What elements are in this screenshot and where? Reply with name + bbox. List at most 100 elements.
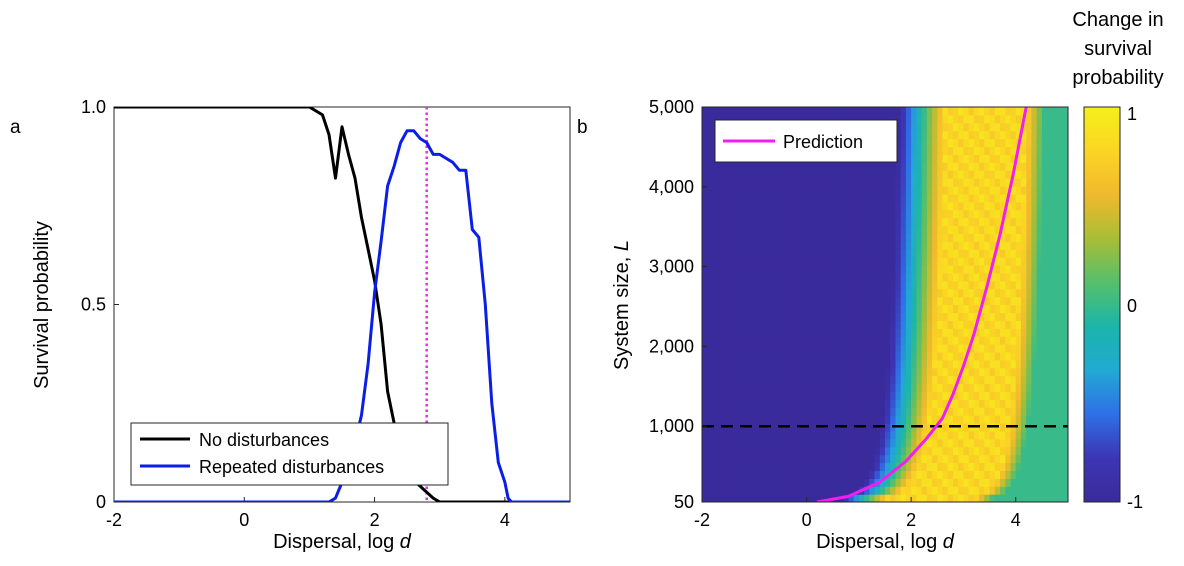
heatmap-cell — [973, 257, 980, 266]
heatmap-cell — [785, 462, 792, 471]
heatmap-cell — [1005, 351, 1012, 361]
heatmap-cell — [1005, 257, 1012, 266]
heatmap-cell — [926, 312, 933, 321]
heatmap-cell — [801, 241, 808, 250]
heatmap-cell — [728, 272, 734, 282]
heatmap-cell — [989, 462, 996, 471]
heatmap-cell — [733, 446, 740, 456]
heatmap-cell — [874, 209, 881, 219]
heatmap-cell — [822, 162, 829, 171]
heatmap-cell — [728, 304, 734, 313]
heatmap-cell — [984, 233, 991, 242]
heatmap-cell — [911, 359, 917, 369]
heatmap-cell — [968, 304, 975, 313]
heatmap-cell — [728, 186, 734, 195]
heatmap-cell — [921, 280, 928, 290]
heatmap-cell — [932, 430, 938, 440]
heatmap-cell — [738, 178, 745, 187]
heatmap-cell — [932, 162, 938, 171]
heatmap-cell — [932, 462, 938, 471]
heatmap-cell — [749, 454, 755, 464]
heatmap-cell — [707, 162, 713, 171]
heatmap-cell — [780, 312, 787, 321]
heatmap-cell — [1036, 344, 1043, 353]
heatmap-cell — [979, 241, 985, 250]
heatmap-cell — [947, 478, 954, 487]
heatmap-cell — [1020, 170, 1027, 179]
heatmap-cell — [848, 217, 855, 227]
heatmap-cell — [953, 312, 959, 321]
heatmap-cell — [1020, 209, 1027, 219]
heatmap-cell — [1062, 351, 1068, 361]
heatmap-cell — [911, 241, 917, 250]
heatmap-cell — [1010, 320, 1017, 329]
panel-b-y-axis-title: System size, L — [611, 240, 633, 370]
heatmap-cell — [958, 415, 964, 424]
heatmap-cell — [738, 407, 745, 416]
heatmap-cell — [811, 462, 818, 471]
heatmap-cell — [979, 233, 985, 242]
heatmap-cell — [775, 454, 781, 464]
heatmap-cell — [916, 312, 923, 321]
heatmap-cell — [1020, 107, 1027, 116]
heatmap-cell — [994, 446, 1001, 456]
heatmap-cell — [811, 399, 818, 408]
heatmap-cell — [1062, 391, 1068, 400]
heatmap-cell — [743, 107, 750, 116]
heatmap-cell — [874, 391, 881, 400]
heatmap-cell — [843, 399, 849, 408]
heatmap-cell — [817, 312, 823, 321]
heatmap-cell — [796, 336, 802, 345]
heatmap-cell — [1057, 494, 1064, 502]
heatmap-cell — [1031, 359, 1038, 369]
heatmap-cell — [1026, 233, 1032, 242]
heatmap-cell — [895, 399, 902, 408]
heatmap-cell — [837, 359, 844, 369]
heatmap-cell — [916, 359, 923, 369]
heatmap-cell — [1036, 407, 1043, 416]
heatmap-cell — [973, 178, 980, 187]
heatmap-cell — [864, 186, 870, 195]
heatmap-cell — [1015, 320, 1022, 329]
heatmap-cell — [989, 154, 996, 163]
heatmap-cell — [921, 162, 928, 171]
heatmap-cell — [1036, 170, 1043, 179]
heatmap-cell — [921, 383, 928, 392]
heatmap-cell — [879, 367, 886, 377]
heatmap-cell — [958, 391, 964, 400]
heatmap-cell — [733, 359, 740, 369]
heatmap-cell — [1010, 391, 1017, 400]
heatmap-cell — [817, 280, 823, 290]
heatmap-cell — [743, 407, 750, 416]
heatmap-cell — [817, 209, 823, 219]
heatmap-cell — [937, 193, 944, 203]
heatmap-cell — [801, 265, 808, 274]
heatmap-cell — [1031, 296, 1038, 306]
heatmap-cell — [953, 162, 959, 171]
heatmap-cell — [1047, 391, 1053, 400]
heatmap-cell — [796, 399, 802, 408]
heatmap-cell — [1010, 209, 1017, 219]
heatmap-cell — [973, 296, 980, 306]
heatmap-cell — [796, 304, 802, 313]
heatmap-cell — [953, 304, 959, 313]
heatmap-cell — [1047, 383, 1053, 392]
heatmap-cell — [733, 233, 740, 242]
heatmap-cell — [874, 320, 881, 329]
heatmap-cell — [1047, 241, 1053, 250]
heatmap-cell — [722, 186, 729, 195]
heatmap-cell — [1026, 272, 1032, 282]
heatmap-cell — [1010, 288, 1017, 298]
heatmap-cell — [827, 351, 834, 361]
heatmap-cell — [780, 217, 787, 227]
heatmap-cell — [1010, 201, 1017, 211]
heatmap-cell — [958, 304, 964, 313]
heatmap-cell — [738, 107, 745, 116]
heatmap-cell — [1015, 438, 1022, 448]
heatmap-cell — [916, 407, 923, 416]
heatmap-cell — [1057, 138, 1064, 148]
heatmap-cell — [1015, 225, 1022, 234]
heatmap-cell — [749, 470, 755, 479]
heatmap-cell — [984, 217, 991, 227]
